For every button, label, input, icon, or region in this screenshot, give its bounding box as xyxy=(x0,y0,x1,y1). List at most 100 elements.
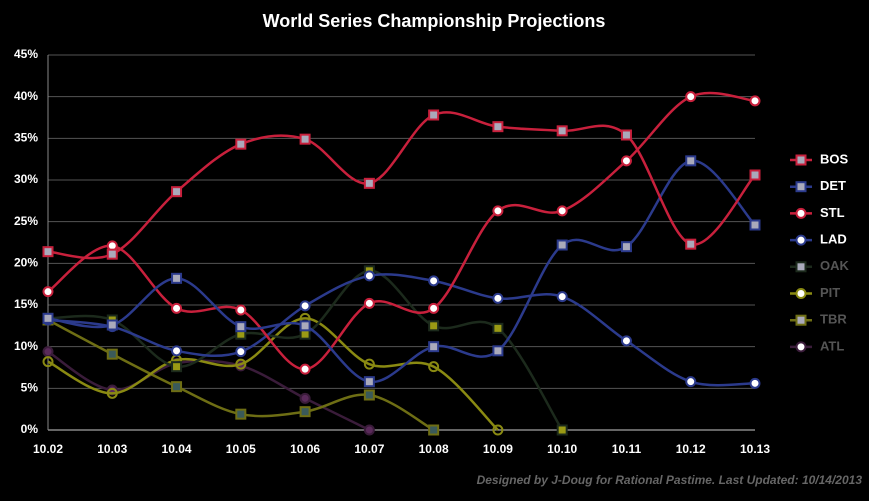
x-tick-label: 10.06 xyxy=(290,442,320,456)
y-tick-label: 25% xyxy=(14,214,38,228)
x-tick-label: 10.07 xyxy=(354,442,384,456)
marker xyxy=(749,219,761,231)
x-tick-label: 10.13 xyxy=(740,442,770,456)
series-line xyxy=(47,269,564,431)
marker xyxy=(171,361,183,373)
y-tick-label: 15% xyxy=(14,297,38,311)
marker xyxy=(235,304,247,316)
x-tick-label: 10.05 xyxy=(226,442,256,456)
marker xyxy=(106,248,118,260)
marker xyxy=(428,275,440,287)
marker xyxy=(428,341,440,353)
marker xyxy=(171,272,183,284)
marker xyxy=(235,138,247,150)
x-tick-label: 10.10 xyxy=(547,442,577,456)
marker xyxy=(795,261,807,273)
series-line xyxy=(47,350,370,432)
legend-label: STL xyxy=(820,205,845,220)
marker xyxy=(363,297,375,309)
series xyxy=(42,346,375,436)
marker xyxy=(620,335,632,347)
marker xyxy=(171,186,183,198)
y-tick-label: 10% xyxy=(14,339,38,353)
y-tick-label: 20% xyxy=(14,256,38,270)
series xyxy=(42,91,761,375)
marker xyxy=(42,246,54,258)
marker xyxy=(428,109,440,121)
marker xyxy=(685,238,697,250)
marker xyxy=(299,406,311,418)
footer: Designed by J-Doug for Rational Pastime.… xyxy=(477,473,863,487)
y-tick-label: 30% xyxy=(14,172,38,186)
marker xyxy=(428,302,440,314)
marker xyxy=(749,169,761,181)
chart-title: World Series Championship Projections xyxy=(263,11,606,31)
marker xyxy=(363,376,375,388)
marker xyxy=(795,181,807,193)
y-tick-label: 0% xyxy=(21,422,39,436)
marker xyxy=(556,239,568,251)
marker xyxy=(749,95,761,107)
marker xyxy=(42,286,54,298)
legend-label: ATL xyxy=(820,338,844,353)
y-tick-label: 5% xyxy=(21,381,39,395)
series xyxy=(42,155,761,388)
marker xyxy=(749,377,761,389)
x-tick-label: 10.09 xyxy=(483,442,513,456)
marker xyxy=(620,129,632,141)
marker xyxy=(363,424,375,436)
marker xyxy=(795,234,807,246)
x-tick-label: 10.04 xyxy=(162,442,192,456)
legend-label: PIT xyxy=(820,285,840,300)
marker xyxy=(556,125,568,137)
x-tick-label: 10.03 xyxy=(97,442,127,456)
marker xyxy=(795,154,807,166)
marker xyxy=(363,270,375,282)
marker xyxy=(363,177,375,189)
y-tick-label: 45% xyxy=(14,47,38,61)
marker xyxy=(685,155,697,167)
legend-label: LAD xyxy=(820,232,847,247)
x-tick-label: 10.12 xyxy=(676,442,706,456)
marker xyxy=(235,346,247,358)
series-line xyxy=(47,91,756,371)
marker xyxy=(795,288,807,299)
marker xyxy=(299,300,311,312)
marker xyxy=(428,424,440,436)
marker xyxy=(795,207,807,219)
marker xyxy=(299,392,311,404)
marker xyxy=(299,320,311,332)
marker xyxy=(428,320,440,332)
marker xyxy=(235,321,247,333)
marker xyxy=(492,322,504,334)
marker xyxy=(492,424,504,436)
marker xyxy=(795,341,807,353)
marker xyxy=(492,292,504,304)
marker xyxy=(795,314,807,326)
marker xyxy=(556,205,568,217)
marker xyxy=(685,376,697,388)
marker xyxy=(556,291,568,303)
marker xyxy=(42,346,54,358)
marker xyxy=(299,363,311,375)
marker xyxy=(620,241,632,253)
series xyxy=(42,109,761,260)
y-tick-label: 35% xyxy=(14,131,38,145)
legend-label: TBR xyxy=(820,312,847,327)
marker xyxy=(492,121,504,133)
marker xyxy=(492,345,504,357)
series-line xyxy=(47,317,499,431)
x-tick-label: 10.08 xyxy=(419,442,449,456)
marker xyxy=(171,345,183,357)
legend-label: BOS xyxy=(820,151,849,166)
marker xyxy=(685,91,697,103)
marker xyxy=(171,302,183,314)
series xyxy=(42,270,761,389)
marker xyxy=(620,155,632,167)
marker xyxy=(235,358,247,370)
marker xyxy=(106,348,118,360)
legend-label: DET xyxy=(820,178,846,193)
marker xyxy=(171,381,183,393)
marker xyxy=(556,424,568,436)
